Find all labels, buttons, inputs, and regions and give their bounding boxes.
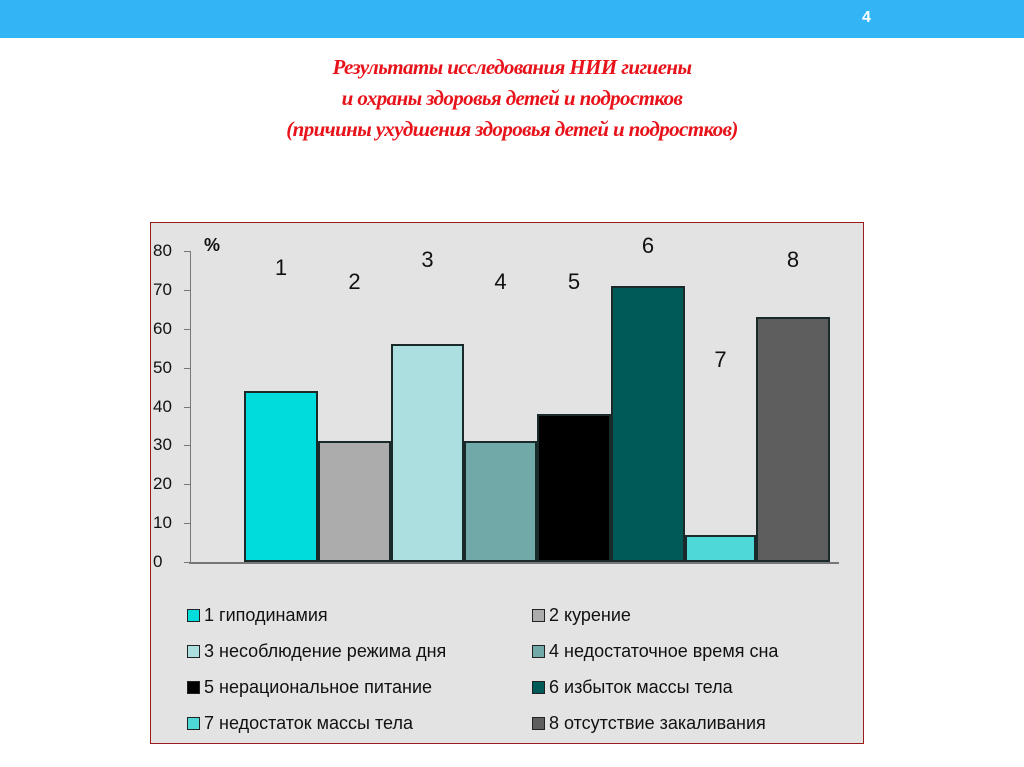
y-tick-label: 10 [153,513,172,533]
y-tick-label: 70 [153,279,172,299]
legend-label: 8 отсутствие закаливания [549,713,766,733]
y-tick-label: 30 [153,435,172,455]
y-tick-label: 0 [153,552,163,571]
bar-5 [537,414,611,562]
y-tick-mark [184,328,190,330]
bar-3 [391,344,464,562]
bar-number-label: 8 [786,247,800,272]
y-tick-label: 20 [153,474,172,494]
y-tick-mark [184,445,190,447]
legend-item: 5 нерациональное питание [187,677,432,698]
bar-6 [611,285,685,562]
legend-swatch [532,645,545,658]
y-tick-mark [184,289,190,291]
bar-7 [685,534,756,562]
top-bar: 4 [0,0,1024,38]
chart-frame: % 0 10 20 30 40 50 60 70 80 1 2 3 4 5 6 7 8 1 гиподинам… [150,222,864,744]
y-tick-label: 60 [153,318,172,338]
legend-item: 2 курение [532,605,631,626]
y-axis [190,251,191,563]
legend-label: 1 гиподинамия [204,605,328,625]
bar-number-label: 4 [494,269,507,294]
y-tick-mark [184,406,190,408]
legend-item: 8 отсутствие закаливания [532,713,766,734]
bar-chart: % 0 10 20 30 40 50 60 70 80 1 2 3 4 5 6 7 8 [151,223,863,743]
bar-1 [244,390,318,562]
bar-number-label: 6 [641,233,655,258]
y-tick-label: 80 [153,241,172,260]
legend-label: 4 недостаточное время сна [549,641,779,661]
bar-2 [318,441,391,562]
legend-swatch [532,681,545,694]
legend-item: 6 избыток массы тела [532,677,733,698]
y-tick-mark [184,484,190,486]
legend-label: 7 недостаток массы тела [204,713,413,733]
slide-number: 4 [862,9,871,26]
y-tick-label: 50 [153,357,172,377]
legend-swatch [187,609,200,622]
legend-item: 4 недостаточное время сна [532,641,778,662]
legend-swatch [187,645,200,658]
legend-label: 2 курение [549,605,631,625]
slide-title: Результаты исследования НИИ гигиены и ох… [0,52,1024,145]
y-unit-label: % [204,235,221,255]
legend-label: 3 несоблюдение режима дня [204,641,447,661]
bar-4 [464,441,537,562]
legend-swatch [532,609,545,622]
legend-swatch [187,681,200,694]
bar-number-label: 7 [714,347,727,372]
legend-swatch [187,717,200,730]
bar-number-label: 5 [567,269,581,294]
title-line-1: Результаты исследования НИИ гигиены [332,55,693,79]
bar-number-label: 1 [274,255,288,280]
legend-label: 5 нерациональное питание [204,677,433,697]
y-tick-label: 40 [153,396,172,416]
y-tick-mark [184,251,190,252]
legend-swatch [532,717,545,730]
legend-item: 3 несоблюдение режима дня [187,641,446,662]
bar-number-label: 2 [348,269,361,294]
y-tick-mark [184,562,190,563]
y-tick-mark [184,523,190,525]
bar-8 [756,317,830,562]
legend-item: 7 недостаток массы тела [187,713,413,734]
bar-number-label: 3 [421,247,434,272]
title-line-3: (причины ухудшения здоровья детей и подр… [286,117,738,141]
title-line-2: и охраны здоровья детей и подростков [341,86,683,110]
legend-item: 1 гиподинамия [187,605,328,626]
legend-label: 6 избыток массы тела [549,677,733,697]
y-tick-mark [184,367,190,369]
x-axis [189,562,839,564]
